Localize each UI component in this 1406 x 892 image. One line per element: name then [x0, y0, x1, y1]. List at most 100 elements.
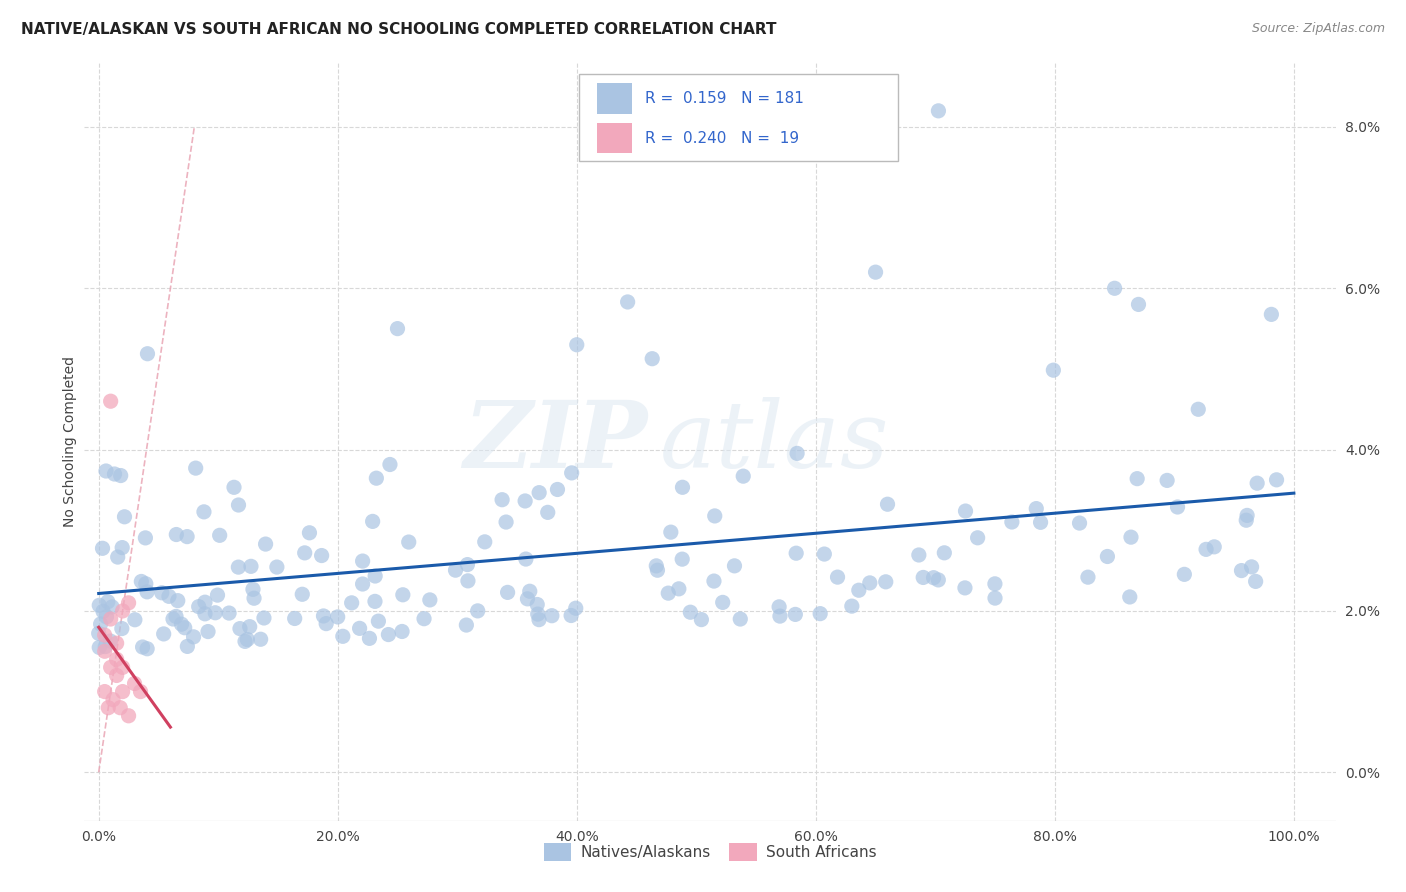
Point: [187, 599, 209, 614]
Point: [194, 595, 217, 609]
Point: [107, 550, 129, 565]
Point: [249, 632, 271, 647]
Point: [413, 612, 436, 626]
Point: [1042, 363, 1064, 377]
Text: R =  0.240   N =  19: R = 0.240 N = 19: [645, 131, 799, 145]
Point: [134, 531, 156, 545]
Point: [352, 554, 374, 568]
Point: [91, 541, 114, 556]
Point: [239, 559, 262, 574]
Point: [467, 604, 489, 618]
Point: [526, 607, 548, 621]
Point: [785, 607, 807, 622]
Point: [392, 588, 415, 602]
Point: [474, 534, 496, 549]
Point: [1173, 567, 1195, 582]
Point: [173, 621, 195, 635]
Point: [366, 471, 388, 485]
Point: [97, 595, 120, 609]
Point: [671, 552, 693, 566]
Point: [616, 295, 638, 310]
Point: [813, 547, 835, 561]
Point: [444, 563, 467, 577]
Point: [332, 629, 354, 643]
Point: [527, 485, 550, 500]
Point: [359, 632, 381, 646]
Point: [513, 494, 536, 508]
Point: [546, 483, 568, 497]
Point: [1187, 402, 1209, 417]
Point: [291, 587, 314, 601]
Point: [193, 505, 215, 519]
Point: [391, 624, 413, 639]
Point: [93, 644, 115, 658]
Point: [527, 613, 550, 627]
Text: ZIP: ZIP: [463, 397, 648, 486]
Point: [207, 588, 229, 602]
Point: [657, 586, 679, 600]
Point: [117, 596, 139, 610]
Text: R =  0.159   N = 181: R = 0.159 N = 181: [645, 91, 804, 106]
Point: [361, 515, 384, 529]
Point: [96, 610, 118, 624]
Point: [1265, 473, 1288, 487]
Point: [561, 466, 583, 480]
Point: [93, 628, 115, 642]
Point: [254, 537, 277, 551]
Point: [1025, 501, 1047, 516]
Point: [908, 548, 931, 562]
Point: [1156, 474, 1178, 488]
Point: [93, 684, 115, 698]
Point: [136, 347, 159, 361]
Point: [229, 622, 252, 636]
Point: [228, 498, 250, 512]
FancyBboxPatch shape: [579, 74, 898, 161]
Point: [184, 461, 207, 475]
Point: [641, 351, 664, 366]
Point: [136, 641, 159, 656]
Point: [94, 464, 117, 478]
Point: [786, 446, 808, 460]
Point: [671, 480, 693, 494]
Point: [647, 563, 669, 577]
Point: [668, 582, 690, 596]
Point: [565, 337, 588, 351]
Text: NATIVE/ALASKAN VS SOUTH AFRICAN NO SCHOOLING COMPLETED CORRELATION CHART: NATIVE/ALASKAN VS SOUTH AFRICAN NO SCHOO…: [21, 22, 776, 37]
Point: [111, 660, 134, 674]
Point: [387, 321, 409, 335]
Point: [111, 684, 134, 698]
Point: [110, 700, 132, 714]
Point: [859, 575, 882, 590]
Point: [124, 613, 146, 627]
Point: [398, 535, 420, 549]
Point: [679, 605, 702, 619]
Point: [865, 265, 887, 279]
Point: [165, 609, 187, 624]
Point: [1246, 476, 1268, 491]
Point: [496, 585, 519, 599]
Point: [100, 660, 122, 674]
Point: [110, 468, 132, 483]
Point: [352, 577, 374, 591]
Point: [114, 509, 136, 524]
Point: [100, 394, 122, 409]
Point: [456, 618, 478, 632]
Point: [89, 599, 111, 613]
Point: [541, 608, 564, 623]
Point: [560, 608, 582, 623]
Point: [966, 531, 988, 545]
Point: [491, 492, 513, 507]
Text: Source: ZipAtlas.com: Source: ZipAtlas.com: [1251, 22, 1385, 36]
Point: [1236, 508, 1258, 523]
Point: [364, 594, 387, 608]
Point: [233, 634, 256, 648]
Point: [1119, 530, 1142, 544]
Point: [841, 599, 863, 614]
Point: [103, 467, 125, 481]
Point: [131, 574, 153, 589]
Point: [340, 596, 363, 610]
Point: [377, 627, 399, 641]
Point: [457, 574, 479, 588]
Point: [934, 546, 956, 560]
Point: [364, 569, 387, 583]
